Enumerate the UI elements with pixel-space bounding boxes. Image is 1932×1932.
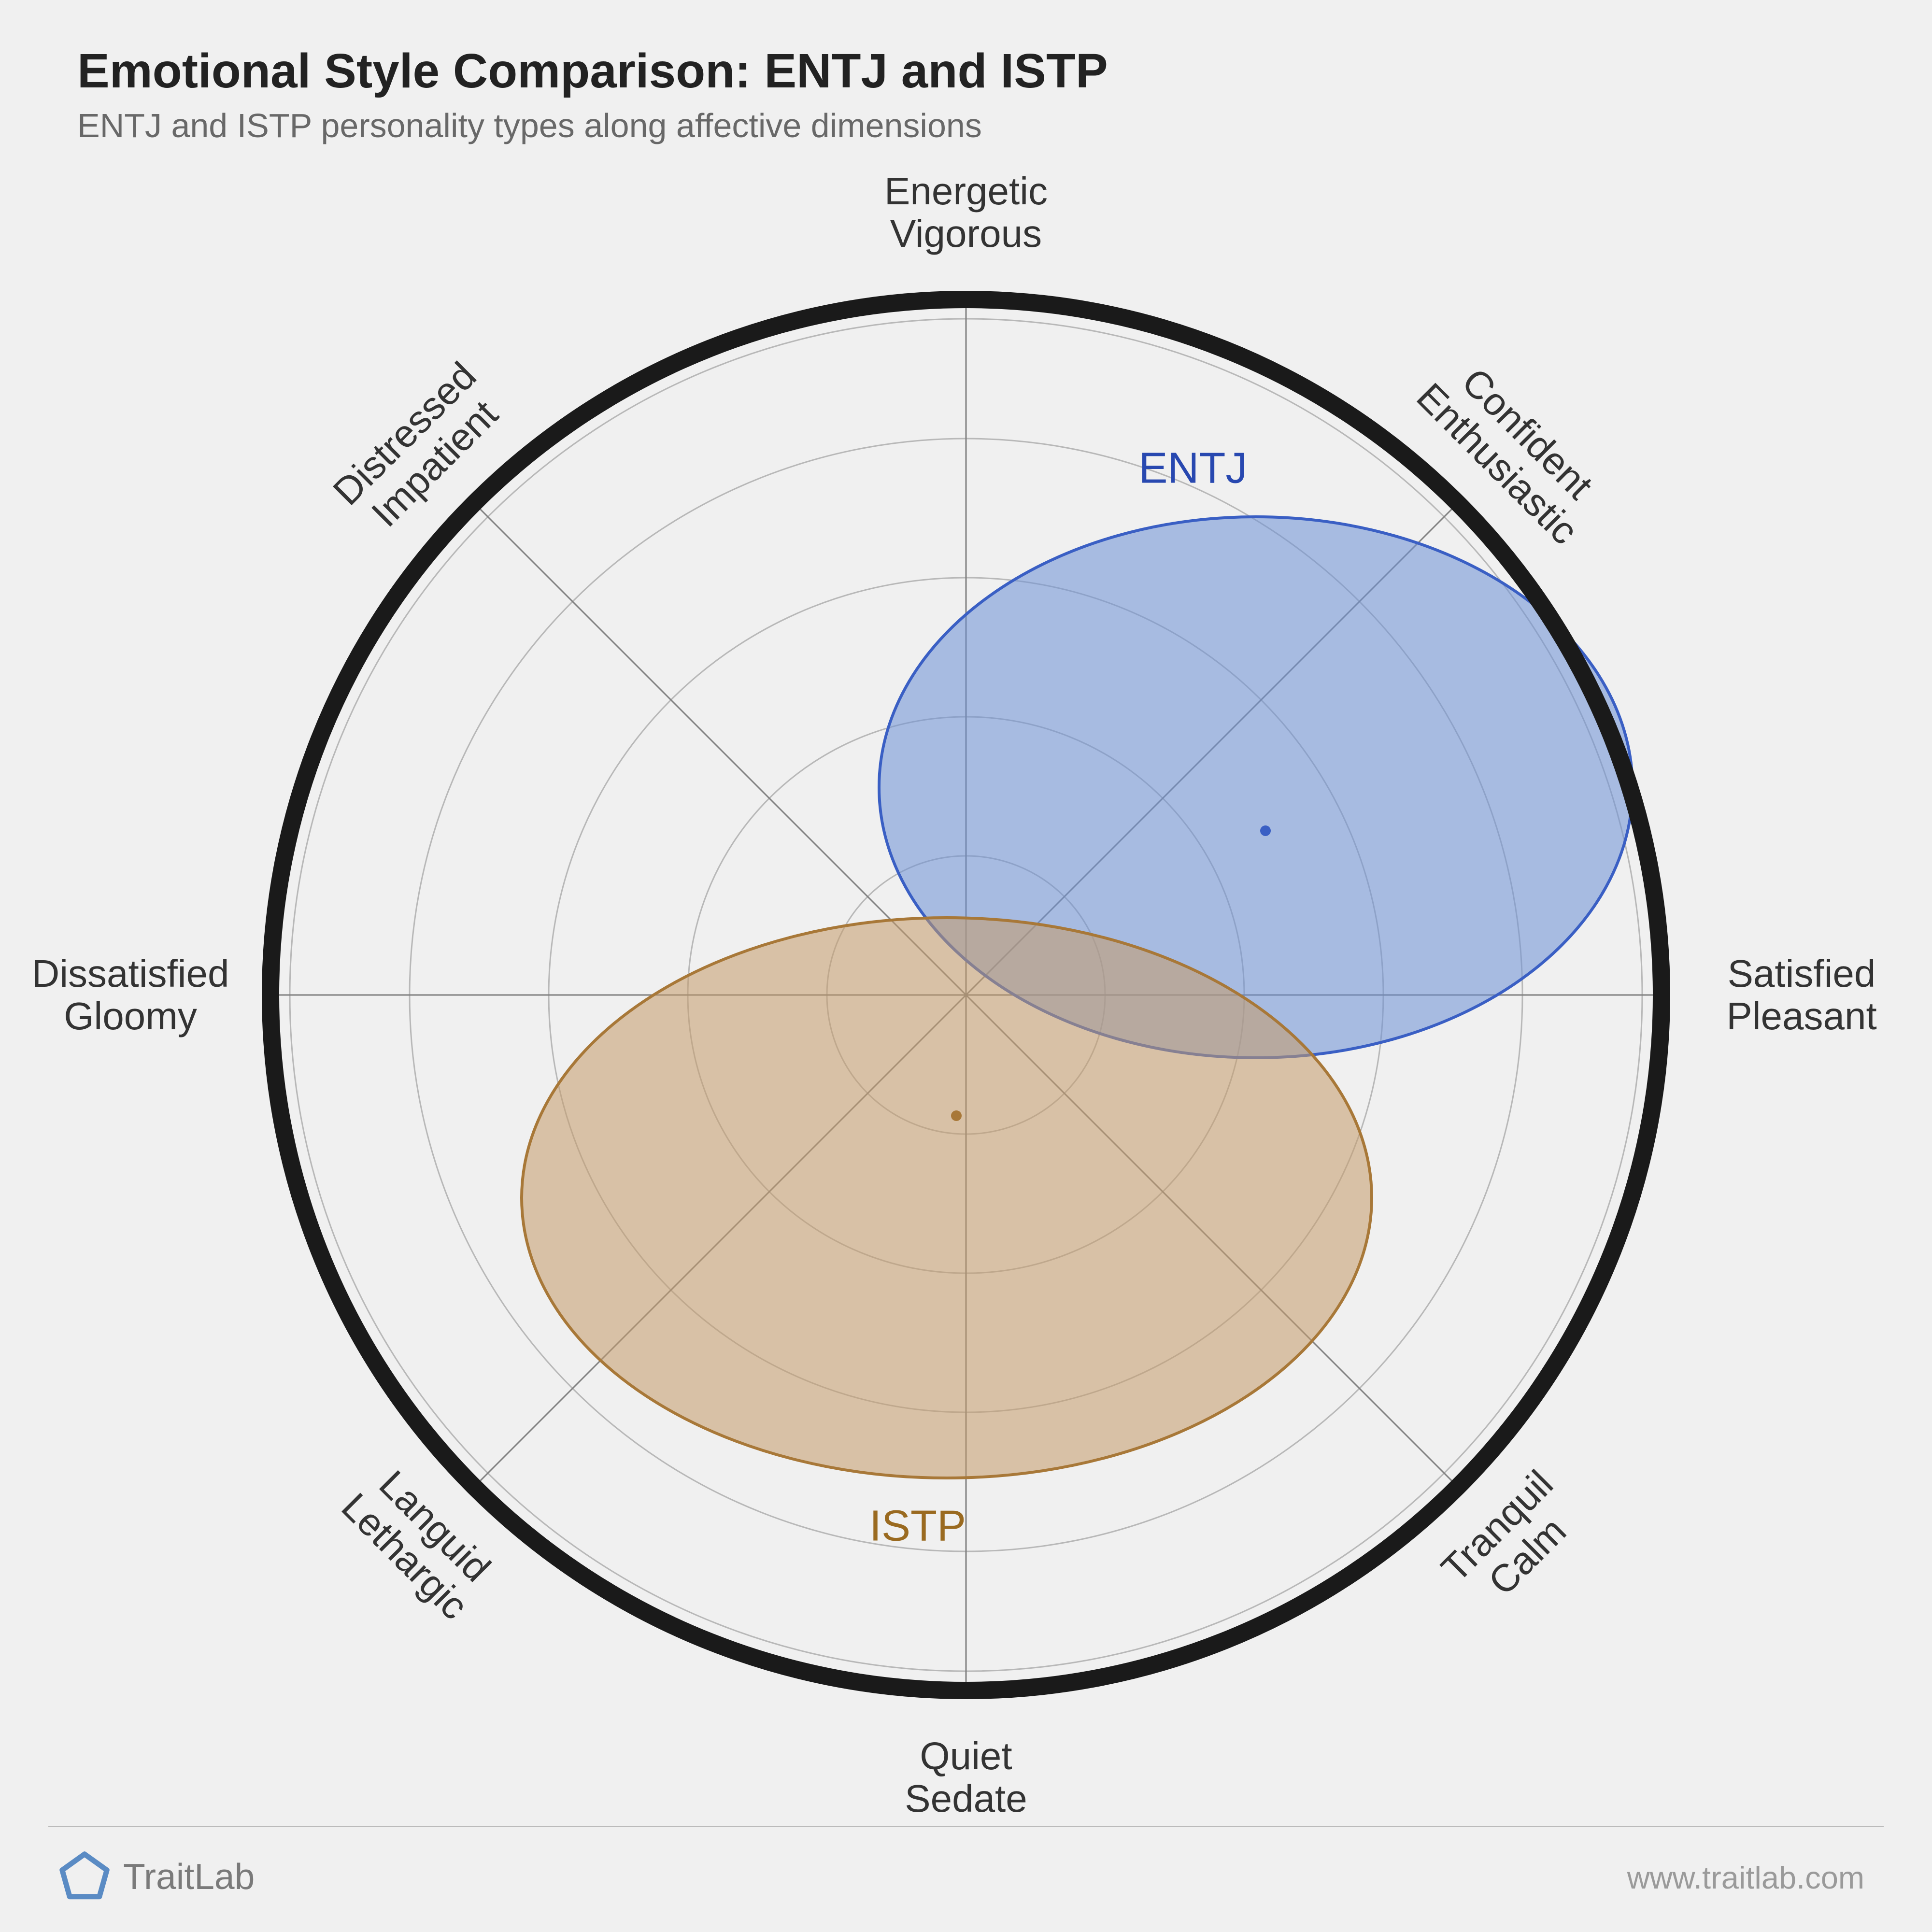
footer-divider (48, 1826, 1884, 1827)
axis-label: EnergeticVigorous (884, 170, 1048, 255)
brand-name: TraitLab (123, 1856, 255, 1897)
series-label: ENTJ (1139, 444, 1248, 494)
axis-label: SatisfiedPleasant (1726, 952, 1876, 1037)
series-label: ISTP (869, 1502, 966, 1551)
axis-label: QuietSedate (905, 1735, 1027, 1820)
pentagon-icon (58, 1850, 111, 1903)
brand-url: www.traitlab.com (1627, 1860, 1864, 1896)
axis-label: DissatisfiedGloomy (31, 952, 229, 1037)
circumplex-chart (0, 0, 1932, 1932)
brand-logo: TraitLab (58, 1850, 255, 1903)
chart-container: Emotional Style Comparison: ENTJ and IST… (0, 0, 1932, 1932)
